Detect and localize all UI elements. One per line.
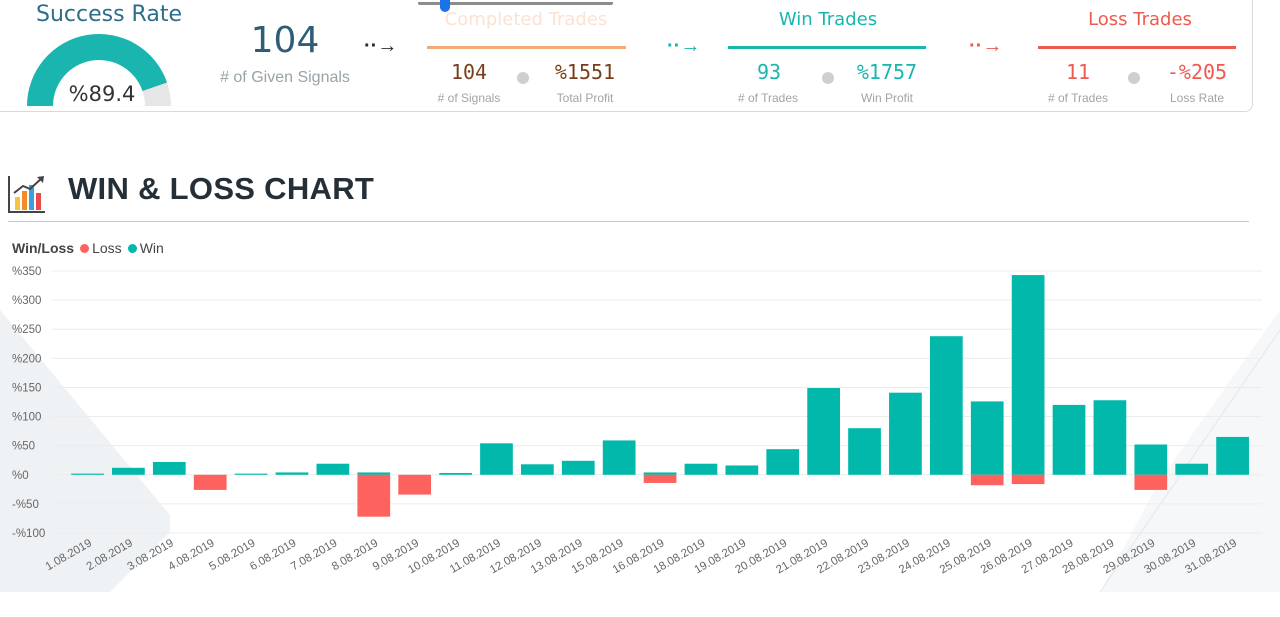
bg-line-right (1099, 329, 1280, 593)
completed-total-profit: %1551 (554, 60, 616, 84)
loss-trades-line (1038, 46, 1236, 49)
legend-win-dot (127, 244, 137, 254)
loss-rate: -%205 (1166, 60, 1228, 84)
success-rate-title: Success Rate (36, 2, 182, 27)
win-bar (807, 388, 840, 475)
win-bar (889, 392, 922, 475)
y-tick-label: %0 (12, 470, 29, 482)
win-bar (316, 463, 350, 475)
loss-bar (193, 474, 227, 490)
y-tick-label: %350 (12, 266, 41, 278)
gauge-fill (27, 33, 168, 106)
chart-legend: Win/Loss Loss Win (12, 240, 164, 256)
y-tick-label: %300 (12, 295, 41, 307)
win-bar (929, 336, 963, 475)
win-trades-label: # of Trades (737, 91, 799, 105)
win-bar (725, 465, 759, 475)
win-loss-bar-chart: %350%300%250%200%150%100%50%0-%50-%1001.… (12, 266, 1262, 576)
legend-loss-dot (80, 244, 90, 254)
bg-shape-left (0, 310, 170, 592)
win-trades-count: 93 (756, 60, 782, 84)
win-bar (1011, 275, 1045, 475)
win-bar (357, 472, 391, 475)
loss-bar (1134, 474, 1168, 490)
y-tick-label: -%50 (12, 499, 39, 511)
scroll-handle[interactable] (440, 0, 450, 12)
win-bar (152, 461, 186, 475)
loss-rate-label: Loss Rate (1169, 91, 1225, 105)
win-bar (1175, 463, 1209, 475)
win-bar (439, 473, 472, 475)
win-bar (1134, 444, 1168, 475)
win-bar (970, 401, 1004, 475)
success-rate-gauge (27, 33, 171, 106)
win-bar (643, 472, 677, 475)
arrow-icon: ··→ (667, 35, 701, 57)
loss-bar (357, 474, 391, 517)
separator-dot (1128, 72, 1140, 84)
completed-profit-label: Total Profit (556, 91, 614, 105)
y-tick-label: %100 (12, 412, 41, 424)
y-tick-label: %150 (12, 382, 41, 394)
win-bar (1216, 436, 1249, 475)
win-trades-line (728, 46, 926, 49)
legend-loss-label[interactable]: Loss (92, 240, 122, 256)
win-bar (1093, 400, 1127, 475)
loss-trades-label: # of Trades (1047, 91, 1109, 105)
win-trades-title: Win Trades (778, 9, 878, 30)
completed-tab-underline (418, 0, 613, 5)
win-bar (234, 473, 268, 475)
win-bar (602, 440, 636, 475)
given-signals-count: 104 (250, 20, 320, 61)
success-rate-value: %89.4 (68, 82, 136, 106)
win-bar (1052, 404, 1086, 475)
separator-dot (822, 72, 834, 84)
win-bar (766, 449, 800, 475)
y-tick-label: %50 (12, 441, 35, 453)
bar-chart-icon (8, 176, 45, 213)
win-profit: %1757 (856, 60, 918, 84)
bg-shape-right (1100, 310, 1280, 592)
given-signals-label: # of Given Signals (220, 69, 350, 86)
background-decoration (0, 310, 1280, 593)
loss-bar (1011, 474, 1045, 485)
section-title: WIN & LOSS CHART (68, 171, 375, 206)
win-bar (71, 473, 104, 475)
kpi-card (0, 0, 1253, 112)
loss-bar (970, 474, 1004, 486)
loss-bar (398, 474, 432, 495)
y-tick-label: %250 (12, 324, 41, 336)
y-tick-label: %200 (12, 353, 41, 365)
separator-dot (517, 72, 529, 84)
win-bar (684, 463, 718, 475)
loss-trades-count: 11 (1065, 60, 1091, 84)
arrow-icon: ··→ (364, 35, 398, 57)
win-bar (480, 443, 513, 475)
win-profit-label: Win Profit (860, 91, 913, 105)
completed-trades-title: Completed Trades (444, 9, 608, 30)
completed-trades-line (427, 46, 626, 49)
win-bar (561, 460, 595, 475)
legend-title: Win/Loss (12, 240, 75, 256)
section-divider (8, 221, 1249, 222)
legend-win-label[interactable]: Win (139, 240, 164, 256)
win-bar (275, 472, 309, 475)
y-tick-label: -%100 (12, 528, 45, 540)
win-bar (848, 428, 881, 475)
completed-signals-count: 104 (450, 60, 488, 84)
arrow-icon: ··→ (969, 35, 1003, 57)
loss-bar (643, 474, 677, 483)
win-bar (521, 464, 554, 475)
completed-signals-label: # of Signals (437, 91, 501, 105)
win-bar (112, 467, 145, 475)
loss-trades-title: Loss Trades (1088, 9, 1192, 30)
